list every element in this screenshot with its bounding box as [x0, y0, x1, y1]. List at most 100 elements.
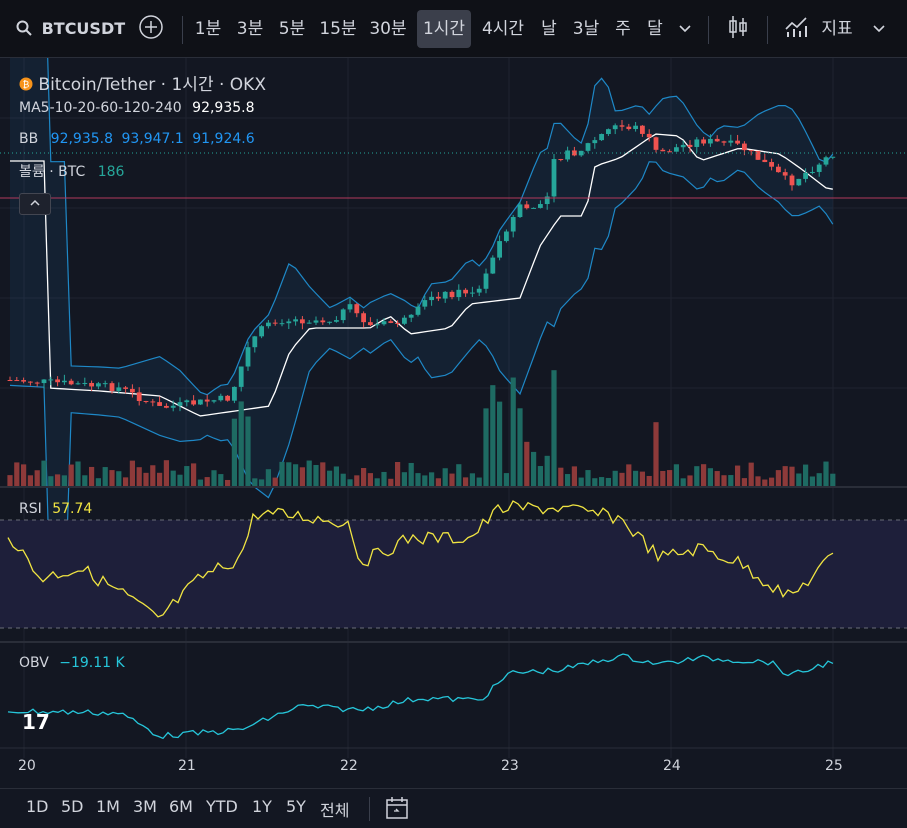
range-5d[interactable]: 5D [61, 797, 84, 816]
candle-body [14, 380, 20, 382]
volume-label: 볼륨 · BTC [19, 164, 86, 180]
candle-body [279, 323, 285, 325]
volume-bar [313, 464, 319, 486]
volume-bars [7, 370, 836, 486]
volume-bar [265, 469, 271, 486]
candle-body [803, 172, 808, 179]
candle-body [184, 400, 190, 403]
candle-body [374, 324, 380, 326]
candle-body [198, 399, 203, 405]
tab-3m[interactable]: 3분 [236, 19, 264, 39]
rsi-legend[interactable]: RSI 57.74 [19, 501, 92, 517]
volume-bar [769, 477, 775, 486]
candle-body [701, 139, 706, 144]
volume-bar [667, 470, 673, 486]
chart-title[interactable]: ₿ Bitcoin/Tether · 1시간 · OKX [19, 70, 266, 95]
range-5y[interactable]: 5Y [286, 797, 306, 816]
tab-1h[interactable]: 1시간 [417, 10, 471, 48]
candle-body [599, 134, 604, 141]
volume-bar [449, 473, 455, 486]
volume-bar [571, 466, 577, 486]
chart-area[interactable]: ₿ Bitcoin/Tether · 1시간 · OKX MA5-10-20-6… [0, 58, 907, 788]
bb-legend[interactable]: BB 92,935.8 93,947.1 91,924.6 [19, 131, 255, 147]
candle-body [633, 125, 638, 130]
collapse-legend-button[interactable] [19, 193, 51, 215]
symbol-search[interactable]: BTCUSDT [16, 14, 125, 44]
indicators-button[interactable]: 지표 [784, 14, 853, 44]
range-3m[interactable]: 3M [133, 797, 157, 816]
date-label: 21 [178, 758, 196, 774]
candle-body [544, 196, 550, 205]
candle-body [619, 125, 625, 127]
more-dropdown[interactable] [872, 14, 886, 44]
volume-bar [673, 464, 679, 486]
obv-legend[interactable]: OBV −19.11 K [19, 655, 125, 671]
chart-type-button[interactable] [725, 14, 751, 44]
range-ytd[interactable]: YTD [206, 797, 238, 816]
add-symbol-button[interactable] [138, 14, 164, 44]
volume-bar [830, 473, 836, 486]
obv-label: OBV [19, 655, 49, 671]
tab-1m[interactable]: 1분 [194, 19, 222, 39]
volume-bar [809, 476, 815, 486]
candle-body [327, 321, 332, 323]
volume-bar [544, 455, 550, 486]
tab-month[interactable]: 달 [647, 19, 663, 39]
candle-body [789, 175, 795, 186]
tab-4h[interactable]: 4시간 [481, 19, 525, 39]
tab-15m[interactable]: 15분 [319, 19, 357, 39]
chart-canvas[interactable] [0, 58, 907, 788]
volume-bar [735, 465, 741, 486]
candle-body [48, 379, 54, 381]
tab-day[interactable]: 날 [541, 19, 557, 39]
volume-bar [551, 370, 557, 486]
candle-body [354, 304, 360, 314]
tradingview-logo[interactable]: 17 [22, 710, 50, 734]
candle-body [334, 320, 339, 322]
tab-5m[interactable]: 5분 [278, 19, 306, 39]
range-all[interactable]: 전체 [320, 801, 350, 820]
volume-bar [422, 475, 428, 486]
divider [767, 16, 768, 44]
tab-30m[interactable]: 30분 [369, 19, 407, 39]
tab-3day[interactable]: 3날 [572, 19, 600, 39]
volume-bar [748, 462, 754, 486]
tab-week[interactable]: 주 [615, 19, 631, 39]
candle-body [476, 288, 482, 293]
volume-bar [68, 464, 74, 486]
range-1m[interactable]: 1M [96, 797, 120, 816]
candle-body [449, 291, 455, 298]
candle-body [538, 204, 543, 208]
range-1d[interactable]: 1D [26, 797, 49, 816]
volume-bar [741, 478, 747, 486]
ma-label: MA5-10-20-60-120-240 [19, 100, 182, 116]
candle-body [89, 382, 94, 387]
volume-bar [21, 464, 27, 486]
volume-bar [231, 418, 237, 486]
obv-value: −19.11 K [59, 655, 125, 671]
candle-body [225, 395, 230, 401]
ma-legend[interactable]: MA5-10-20-60-120-240 92,935.8 [19, 100, 255, 116]
timeframe-dropdown[interactable] [678, 14, 698, 44]
range-1y[interactable]: 1Y [252, 797, 272, 816]
goto-date-button[interactable] [384, 795, 410, 825]
candle-body [510, 217, 516, 232]
candle-body [694, 139, 700, 147]
candle-body [490, 257, 496, 274]
candle-body [735, 140, 740, 144]
volume-bar [225, 479, 231, 486]
volume-bar [136, 467, 142, 486]
candle-body [157, 402, 162, 406]
range-6m[interactable]: 6M [169, 797, 193, 816]
ma-value: 92,935.8 [192, 100, 255, 116]
volume-bar [497, 401, 503, 486]
volume-bar [123, 477, 129, 486]
volume-bar [184, 466, 190, 486]
volume-bar [633, 470, 639, 486]
volume-bar [401, 472, 407, 486]
candle-body [347, 304, 353, 310]
obv-line [7, 653, 834, 740]
volume-bar [565, 474, 571, 486]
volume-legend[interactable]: 볼륨 · BTC 186 [19, 161, 124, 181]
volume-bar [197, 479, 203, 486]
